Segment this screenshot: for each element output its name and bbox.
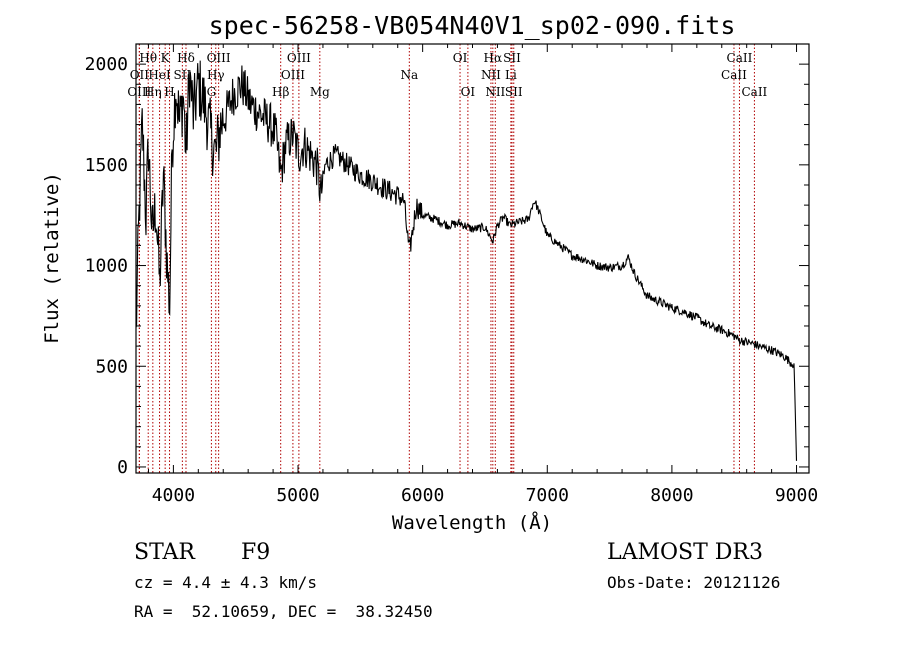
spectral-line-label: NII bbox=[485, 85, 505, 99]
spectral-line-label: G bbox=[207, 85, 217, 99]
y-tick-label: 1500 bbox=[85, 155, 128, 176]
survey-name: LAMOST DR3 bbox=[607, 540, 763, 565]
spectral-line-label: SII bbox=[503, 51, 521, 65]
chart-title: spec-56258-VB054N40V1_sp02-090.fits bbox=[209, 11, 736, 40]
spectral-line-label: CaII bbox=[721, 68, 747, 82]
x-tick-label: 9000 bbox=[775, 485, 818, 506]
spectral-line-label: SII bbox=[174, 68, 192, 82]
y-tick-label: 2000 bbox=[85, 54, 128, 75]
object-subclass: F9 bbox=[241, 540, 271, 565]
redshift-velocity: cz = 4.4 ± 4.3 km/s bbox=[134, 573, 318, 592]
spectral-line-label: Hδ bbox=[177, 51, 195, 65]
y-tick-label: 500 bbox=[95, 356, 128, 377]
spectral-line-label: SII bbox=[505, 85, 523, 99]
spectral-line-label: Hγ bbox=[207, 68, 225, 82]
spectral-line-label: CaII bbox=[741, 85, 767, 99]
spectral-line-label: OIII bbox=[207, 51, 231, 65]
spectral-line-label: OIII bbox=[287, 51, 311, 65]
x-tick-label: 7000 bbox=[526, 485, 569, 506]
x-tick-label: 4000 bbox=[152, 485, 195, 506]
observation-date: Obs-Date: 20121126 bbox=[607, 573, 781, 592]
spectral-line-label: Mg bbox=[310, 85, 330, 99]
spectral-line-label: CaII bbox=[727, 51, 753, 65]
x-tick-label: 5000 bbox=[276, 485, 319, 506]
x-tick-label: 6000 bbox=[401, 485, 444, 506]
spectrum-line bbox=[135, 60, 798, 461]
y-tick-label: 1000 bbox=[85, 256, 128, 277]
spectral-line-label: HeI bbox=[148, 68, 171, 82]
spectral-line-label: Na bbox=[400, 68, 418, 82]
spectral-line-label: Hη bbox=[144, 85, 162, 99]
spectral-line-label: OIII bbox=[127, 85, 151, 99]
spectral-line-label: Hβ bbox=[272, 85, 289, 99]
x-tick-label: 8000 bbox=[650, 485, 693, 506]
spectral-line-label: OI bbox=[453, 51, 468, 65]
plot-frame bbox=[135, 43, 810, 474]
spectral-line-label: Hα bbox=[484, 51, 503, 65]
spectral-line-label: OII bbox=[130, 68, 150, 82]
spectral-line-label: Hθ bbox=[139, 51, 157, 65]
coordinates: RA = 52.10659, DEC = 38.32450 bbox=[134, 602, 433, 621]
spectral-line-label: OIII bbox=[281, 68, 305, 82]
spectral-line-label: H bbox=[164, 85, 174, 99]
spectral-line-label: OI bbox=[461, 85, 476, 99]
x-axis-label: Wavelength (Å) bbox=[392, 511, 552, 534]
object-class: STAR bbox=[134, 540, 195, 565]
y-tick-label: 0 bbox=[117, 457, 128, 478]
spectral-line-label: K bbox=[161, 51, 171, 65]
spectral-line-label: NII bbox=[481, 68, 501, 82]
y-axis-label: Flux (relative) bbox=[41, 172, 63, 344]
spectral-line-label: Li bbox=[505, 68, 517, 82]
